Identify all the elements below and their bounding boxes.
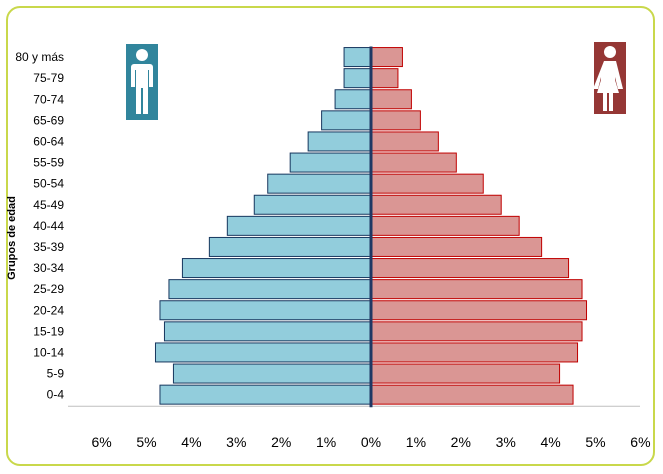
bar-male-60-64	[307, 131, 372, 152]
category-label: 40-44	[33, 219, 64, 233]
x-tick-label: 6%	[630, 434, 650, 450]
bar-female-25-29	[370, 279, 583, 300]
category-label: 20-24	[33, 303, 64, 317]
bar-male-15-19	[163, 321, 372, 342]
x-tick-label: 6%	[91, 434, 111, 450]
x-tick-label: 1%	[316, 434, 336, 450]
bar-male-5-9	[172, 363, 372, 384]
male-icon	[126, 44, 158, 120]
x-tick-label: 4%	[540, 434, 560, 450]
bar-female-80-y-más	[370, 47, 403, 68]
bar-female-65-69	[370, 110, 421, 131]
category-label: 45-49	[33, 198, 64, 212]
bar-female-45-49	[370, 194, 502, 215]
bar-male-35-39	[208, 236, 372, 257]
bar-male-65-69	[321, 110, 372, 131]
bar-female-60-64	[370, 131, 439, 152]
category-label: 55-59	[33, 156, 64, 170]
bar-female-30-34	[370, 258, 570, 279]
category-label: 5-9	[47, 367, 65, 381]
category-label: 35-39	[33, 240, 64, 254]
category-label: 65-69	[33, 113, 64, 127]
category-label: 30-34	[33, 261, 64, 275]
x-tick-label: 4%	[181, 434, 201, 450]
bar-female-20-24	[370, 300, 588, 321]
bar-female-50-54	[370, 173, 484, 194]
bar-male-40-44	[226, 215, 372, 236]
bar-female-15-19	[370, 321, 583, 342]
bar-female-75-79	[370, 68, 399, 89]
bar-female-40-44	[370, 215, 520, 236]
category-label: 80 y más	[15, 50, 64, 64]
category-label: 60-64	[33, 134, 64, 148]
x-tick-label: 3%	[496, 434, 516, 450]
female-icon	[594, 42, 626, 114]
bar-male-70-74	[334, 89, 372, 110]
category-label: 70-74	[33, 92, 64, 106]
bar-female-10-14	[370, 342, 579, 363]
x-tick-label: 1%	[406, 434, 426, 450]
category-label: 50-54	[33, 177, 64, 191]
category-label: 15-19	[33, 324, 64, 338]
category-label: 0-4	[47, 388, 65, 402]
bar-male-45-49	[253, 194, 372, 215]
bar-female-55-59	[370, 152, 457, 173]
x-tick-label: 0%	[361, 434, 381, 450]
x-tick-label: 5%	[585, 434, 605, 450]
category-label: 10-14	[33, 345, 64, 359]
bar-male-30-34	[181, 258, 372, 279]
bar-male-55-59	[289, 152, 372, 173]
bar-male-10-14	[154, 342, 372, 363]
bar-female-0-4	[370, 384, 574, 405]
bar-male-75-79	[343, 68, 372, 89]
bar-male-80-y-más	[343, 47, 372, 68]
bar-female-35-39	[370, 236, 543, 257]
bar-male-20-24	[159, 300, 372, 321]
x-tick-label: 5%	[136, 434, 156, 450]
bar-female-70-74	[370, 89, 412, 110]
x-tick-label: 2%	[451, 434, 471, 450]
bar-male-25-29	[168, 279, 372, 300]
bar-female-5-9	[370, 363, 561, 384]
x-tick-label: 2%	[271, 434, 291, 450]
bar-male-0-4	[159, 384, 372, 405]
category-label: 75-79	[33, 71, 64, 85]
bar-male-50-54	[267, 173, 372, 194]
x-tick-label: 3%	[226, 434, 246, 450]
category-label: 25-29	[33, 282, 64, 296]
